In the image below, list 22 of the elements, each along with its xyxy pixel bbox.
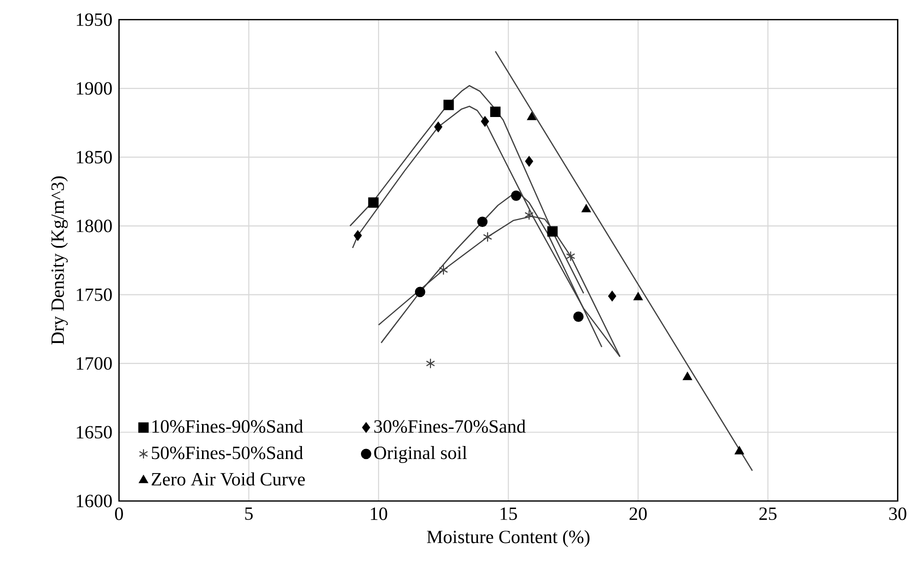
y-tick-label: 1800 — [76, 220, 112, 232]
x-tick-label: 10 — [370, 507, 388, 520]
y-tick-label: 1750 — [76, 288, 112, 301]
y-tick-label: 1700 — [76, 357, 112, 370]
legend-label: 30%Fines-70%Sand — [374, 420, 526, 433]
y-tick-label: 1900 — [76, 82, 112, 95]
x-tick-label: 0 — [115, 507, 123, 520]
x-tick-label: 30 — [889, 507, 906, 520]
x-tick-label: 5 — [245, 507, 253, 520]
y-tick-label: 1950 — [76, 13, 112, 26]
legend-label: 10%Fines-90%Sand — [152, 420, 303, 433]
legend-label: Zero Air Void Curve — [152, 472, 305, 486]
y-axis-title: Dry Density (Kg/m^3) — [50, 176, 68, 345]
x-axis-title: Moisture Content (%) — [426, 530, 590, 548]
x-tick-label: 20 — [630, 507, 647, 520]
y-tick-label: 1650 — [76, 426, 112, 439]
x-tick-label: 25 — [759, 507, 777, 520]
legend-label: Original soil — [374, 446, 467, 464]
y-tick-label: 1850 — [76, 150, 112, 164]
x-tick-label: 15 — [500, 507, 517, 520]
y-tick-label: 1600 — [76, 494, 112, 508]
legend-label: 50%Fines-50%Sand — [152, 446, 303, 460]
